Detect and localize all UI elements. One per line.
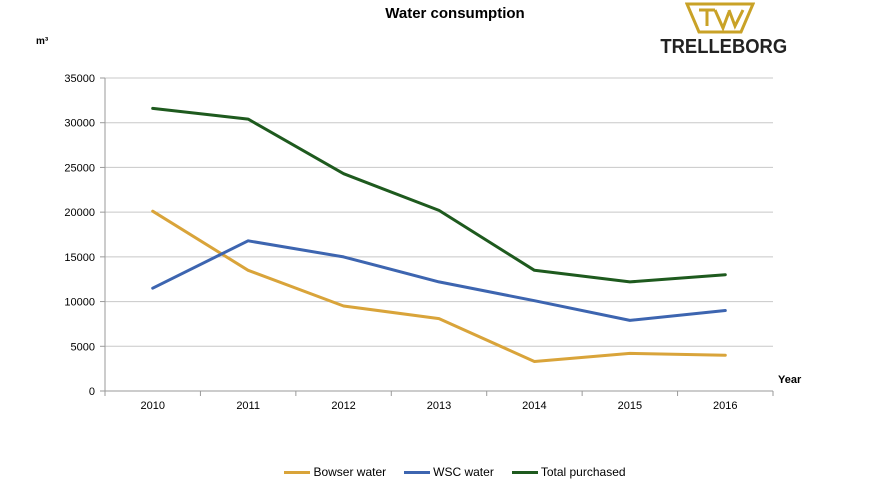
legend-item: Bowser water bbox=[284, 465, 386, 479]
legend-label: Total purchased bbox=[540, 465, 626, 479]
y-tick-label: 25000 bbox=[64, 162, 95, 174]
y-tick-label: 20000 bbox=[64, 207, 95, 219]
legend-item: WSC water bbox=[404, 465, 494, 479]
y-tick-label: 10000 bbox=[64, 297, 95, 309]
series-line-wsc-water bbox=[151, 239, 727, 322]
y-axis-label: m³ bbox=[36, 36, 49, 47]
x-tick-label: 2014 bbox=[522, 400, 546, 412]
legend-swatch bbox=[404, 470, 431, 474]
series-line-bowser-water bbox=[151, 209, 727, 363]
legend-swatch bbox=[511, 470, 538, 474]
x-tick-label: 2016 bbox=[713, 400, 737, 412]
logo-mark-icon bbox=[685, 2, 755, 34]
x-tick-label: 2013 bbox=[427, 400, 451, 412]
y-tick-label: 35000 bbox=[64, 73, 95, 85]
chart-title: Water consumption bbox=[385, 5, 525, 22]
legend-label: Bowser water bbox=[313, 465, 387, 479]
y-tick-label: 15000 bbox=[64, 252, 95, 264]
y-tick-label: 30000 bbox=[64, 118, 95, 130]
y-tick-label: 5000 bbox=[71, 341, 95, 353]
x-tick-label: 2015 bbox=[618, 400, 642, 412]
logo-text: TRELLEBORG bbox=[660, 36, 788, 58]
chart-legend: Bowser water WSC water Total purchased bbox=[0, 465, 885, 479]
series-line-total-purchased bbox=[151, 106, 727, 284]
y-tick-label: 0 bbox=[89, 386, 95, 398]
legend-label: WSC water bbox=[433, 465, 494, 479]
x-tick-label: 2010 bbox=[140, 400, 164, 412]
legend-item: Total purchased bbox=[511, 465, 626, 479]
x-axis-label: Year bbox=[778, 374, 802, 386]
trelleborg-logo: TRELLEBORG bbox=[655, 2, 790, 60]
x-tick-label: 2012 bbox=[331, 400, 355, 412]
x-tick-label: 2011 bbox=[236, 400, 260, 412]
legend-swatch bbox=[284, 470, 311, 474]
